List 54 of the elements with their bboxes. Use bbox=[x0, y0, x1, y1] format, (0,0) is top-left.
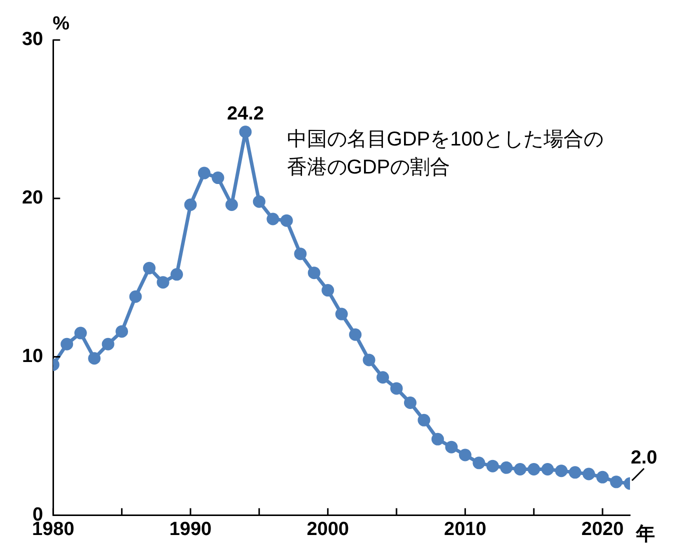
annotation: 2.0 bbox=[630, 447, 658, 468]
y-axis-title: % bbox=[52, 14, 70, 35]
point bbox=[541, 463, 554, 476]
point bbox=[102, 338, 114, 350]
point bbox=[129, 290, 142, 303]
point bbox=[500, 461, 513, 474]
point bbox=[266, 212, 280, 226]
point bbox=[349, 328, 362, 341]
x-axis-title: 年 bbox=[635, 524, 655, 545]
annotation: 中国の名目GDPを100とした場合の bbox=[286, 128, 604, 151]
point bbox=[156, 276, 170, 289]
point bbox=[198, 166, 210, 180]
point bbox=[376, 371, 390, 384]
point bbox=[252, 195, 266, 208]
x-tick-label: 1990 bbox=[169, 518, 212, 540]
y-tick-label: 10 bbox=[22, 346, 44, 368]
point bbox=[404, 396, 416, 409]
point bbox=[60, 338, 74, 350]
point bbox=[116, 325, 128, 338]
point bbox=[184, 198, 197, 211]
point bbox=[418, 414, 430, 426]
point bbox=[458, 448, 472, 462]
point bbox=[472, 456, 486, 470]
point bbox=[431, 432, 444, 446]
y-tick-label: 20 bbox=[22, 188, 44, 209]
point bbox=[486, 460, 499, 472]
point bbox=[362, 354, 376, 366]
point bbox=[88, 352, 101, 365]
point bbox=[514, 463, 526, 476]
point bbox=[445, 440, 458, 454]
point bbox=[582, 468, 596, 480]
point bbox=[280, 214, 293, 227]
y-tick-label: 30 bbox=[22, 29, 44, 50]
point bbox=[335, 308, 348, 320]
point bbox=[225, 198, 238, 211]
point bbox=[239, 126, 252, 138]
point bbox=[610, 476, 623, 488]
point bbox=[308, 266, 320, 280]
point bbox=[596, 470, 609, 484]
annotation: 香港のGDPの割合 bbox=[286, 156, 450, 179]
point bbox=[322, 284, 334, 297]
point bbox=[555, 464, 568, 478]
x-tick-label: 2010 bbox=[444, 518, 486, 540]
point bbox=[528, 463, 540, 476]
point bbox=[390, 382, 403, 395]
point bbox=[294, 248, 307, 260]
point bbox=[170, 268, 183, 281]
point bbox=[568, 466, 582, 479]
point bbox=[212, 172, 224, 184]
x-tick-label: 2000 bbox=[306, 518, 349, 540]
x-tick-label: 2020 bbox=[581, 518, 624, 540]
annotation: 24.2 bbox=[226, 104, 264, 125]
point bbox=[143, 262, 156, 274]
point bbox=[74, 326, 87, 340]
